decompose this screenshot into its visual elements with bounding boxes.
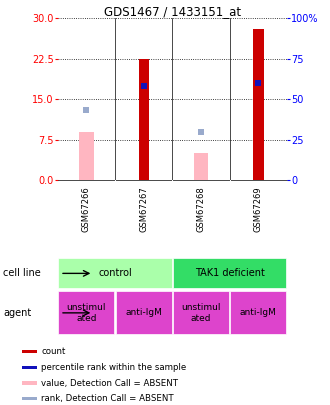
Bar [253,29,264,180]
Bar [116,292,172,334]
Bar [173,292,229,334]
Bar [22,381,37,385]
Text: percentile rank within the sample: percentile rank within the sample [41,363,186,372]
Bar [22,397,37,401]
Text: GSM67266: GSM67266 [82,186,91,232]
Text: GSM67269: GSM67269 [254,186,263,232]
Text: anti-IgM: anti-IgM [125,308,162,318]
Text: agent: agent [3,308,32,318]
Bar [230,292,286,334]
Bar [79,132,94,180]
Bar [194,153,208,180]
Bar [58,292,115,334]
Text: GSM67268: GSM67268 [197,186,206,232]
Text: TAK1 deficient: TAK1 deficient [195,269,265,278]
Text: unstimul
ated: unstimul ated [67,303,106,322]
Bar [22,350,37,354]
Text: unstimul
ated: unstimul ated [182,303,221,322]
Bar [173,258,286,288]
Text: rank, Detection Call = ABSENT: rank, Detection Call = ABSENT [41,394,174,403]
Text: anti-IgM: anti-IgM [240,308,277,318]
Title: GDS1467 / 1433151_at: GDS1467 / 1433151_at [104,5,241,18]
Bar [22,366,37,369]
Text: count: count [41,347,65,356]
Bar [139,59,149,180]
Text: cell line: cell line [3,269,41,278]
Bar [58,258,172,288]
Text: GSM67267: GSM67267 [139,186,148,232]
Text: control: control [98,269,132,278]
Text: value, Detection Call = ABSENT: value, Detection Call = ABSENT [41,379,178,388]
